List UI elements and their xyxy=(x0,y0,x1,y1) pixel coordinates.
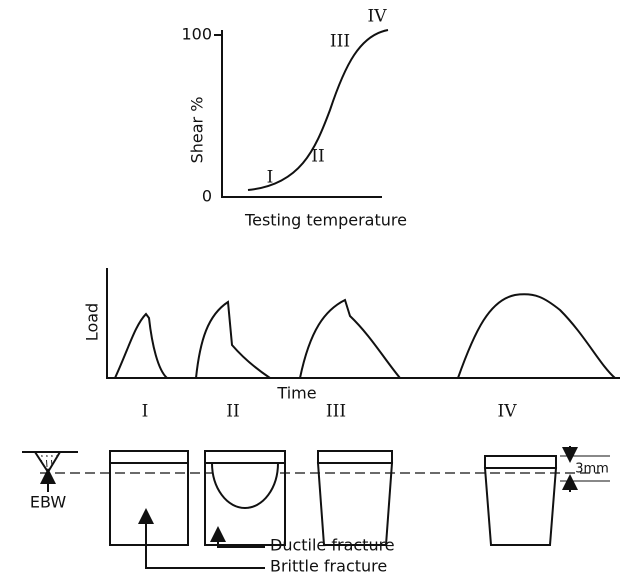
shear-plot: 100 0 Shear % Testing temperature I II I… xyxy=(181,7,407,230)
specimen-cap xyxy=(205,451,285,463)
stage-label: III xyxy=(330,32,350,52)
load-curve xyxy=(300,300,400,378)
brittle-zone xyxy=(212,463,278,508)
load-curve xyxy=(196,302,270,378)
annotation: Brittle fracture xyxy=(270,557,387,576)
stage-label: II xyxy=(311,147,324,167)
specimen-label: IV xyxy=(498,402,518,422)
specimen-label: II xyxy=(226,402,239,422)
specimen xyxy=(110,463,188,545)
figure: 100 0 Shear % Testing temperature I II I… xyxy=(0,0,642,577)
x-label: Testing temperature xyxy=(244,211,407,230)
load-plot: Load Time xyxy=(83,268,621,403)
specimen-cap xyxy=(110,451,188,463)
specimen-label: III xyxy=(326,402,346,422)
notch-label: EBW xyxy=(30,493,67,512)
y-label: Load xyxy=(83,303,102,341)
specimens: I II III IV EBW 3mm Ductile fracture Bri… xyxy=(22,402,610,576)
specimen-cap xyxy=(485,456,556,468)
stage-label: IV xyxy=(368,7,388,27)
stage-label: I xyxy=(267,168,274,188)
specimen xyxy=(485,468,556,545)
x-label: Time xyxy=(276,384,316,403)
specimen-cap xyxy=(318,451,392,463)
load-curve xyxy=(115,314,167,378)
load-curve xyxy=(458,294,615,378)
axes xyxy=(222,30,382,197)
depth-label: 3mm xyxy=(575,462,609,477)
specimen-label: I xyxy=(142,402,149,422)
y-label: Shear % xyxy=(188,97,207,164)
axes xyxy=(107,268,620,378)
annotation: Ductile fracture xyxy=(270,536,395,555)
y-tick-label: 0 xyxy=(202,187,212,206)
y-tick-label: 100 xyxy=(181,25,212,44)
specimen xyxy=(318,463,392,545)
